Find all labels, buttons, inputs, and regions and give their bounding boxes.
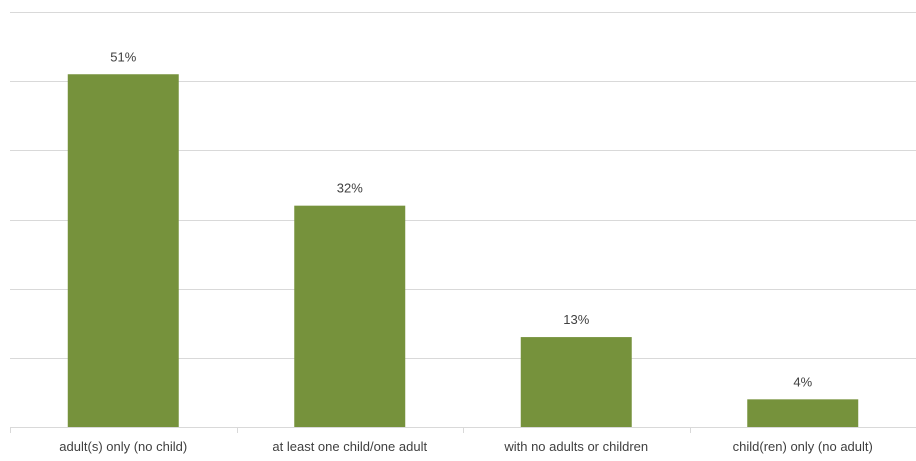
- x-tick-label: adult(s) only (no child): [59, 439, 187, 454]
- data-labels: 51% 32% 13% 4%: [110, 49, 812, 389]
- bar: [520, 337, 632, 427]
- bars: [67, 74, 859, 427]
- bar: [747, 399, 859, 427]
- x-axis: adult(s) only (no child) at least one chi…: [10, 427, 916, 454]
- x-tick-label: child(ren) only (no adult): [733, 439, 873, 454]
- data-label: 13%: [563, 312, 589, 327]
- x-tick-label: with no adults or children: [503, 439, 648, 454]
- data-label: 4%: [793, 374, 812, 389]
- bar: [294, 205, 406, 427]
- x-tick-label: at least one child/one adult: [272, 439, 427, 454]
- data-label: 32%: [337, 181, 363, 196]
- data-label: 51%: [110, 49, 136, 64]
- bar: [67, 74, 179, 427]
